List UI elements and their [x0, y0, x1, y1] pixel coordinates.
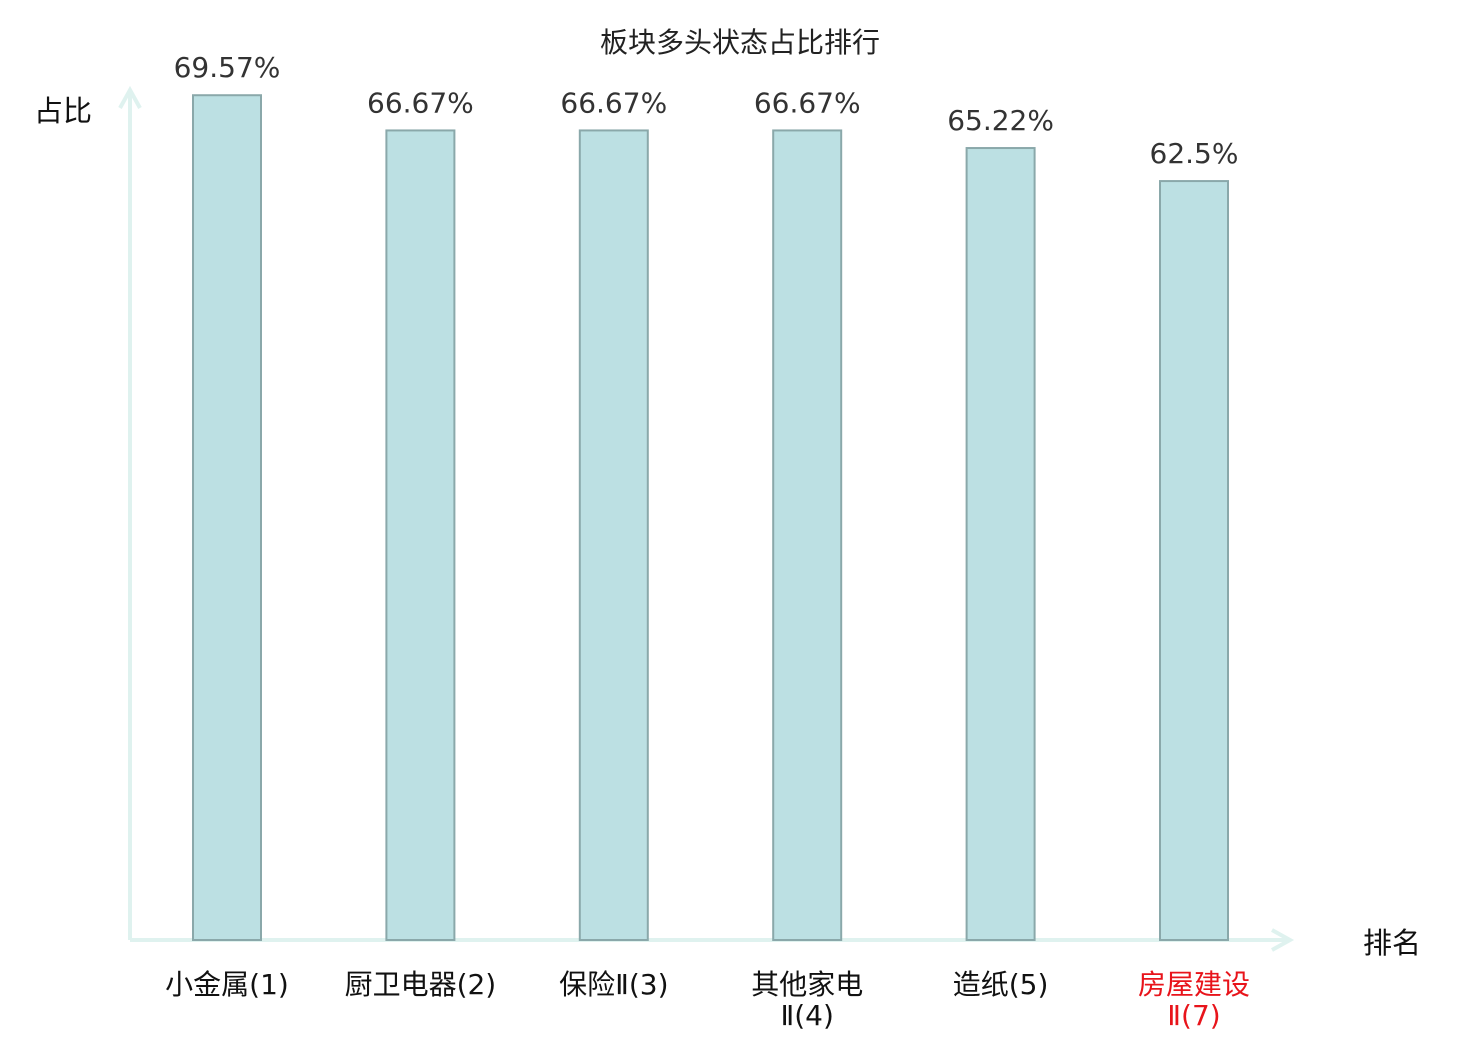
axes — [118, 85, 1295, 952]
bar — [578, 129, 649, 941]
category-label: 小金属(1) — [165, 968, 289, 1001]
bars — [192, 94, 1229, 942]
value-label: 69.57% — [174, 51, 281, 84]
y-axis-arrow — [118, 85, 142, 109]
bar — [772, 129, 843, 941]
category-label-line2: Ⅱ(4) — [780, 999, 833, 1032]
value-label: 66.67% — [754, 86, 861, 119]
value-label: 66.67% — [560, 86, 667, 119]
category-label: 厨卫电器(2) — [345, 968, 497, 1001]
chart-title: 板块多头状态占比排行 — [600, 26, 880, 59]
category-label: 其他家电 — [751, 968, 863, 1001]
x-axis-arrow — [1271, 928, 1295, 952]
category-label-line2: Ⅱ(7) — [1167, 999, 1220, 1032]
value-labels: 69.57% 66.67% 66.67% 66.67% 65.22% 62.5% — [174, 51, 1239, 170]
value-label: 66.67% — [367, 86, 474, 119]
bar — [965, 147, 1036, 942]
value-label: 65.22% — [947, 104, 1054, 137]
bar — [1159, 180, 1229, 942]
bar — [192, 94, 262, 941]
category-label: 造纸(5) — [953, 968, 1049, 1001]
y-axis-label: 占比 — [34, 94, 92, 128]
x-axis-label: 排名 — [1363, 926, 1421, 960]
category-label: 保险Ⅱ(3) — [559, 968, 668, 1001]
bar — [385, 129, 456, 941]
category-label: 房屋建设 — [1138, 968, 1250, 1001]
value-label: 62.5% — [1150, 137, 1239, 170]
